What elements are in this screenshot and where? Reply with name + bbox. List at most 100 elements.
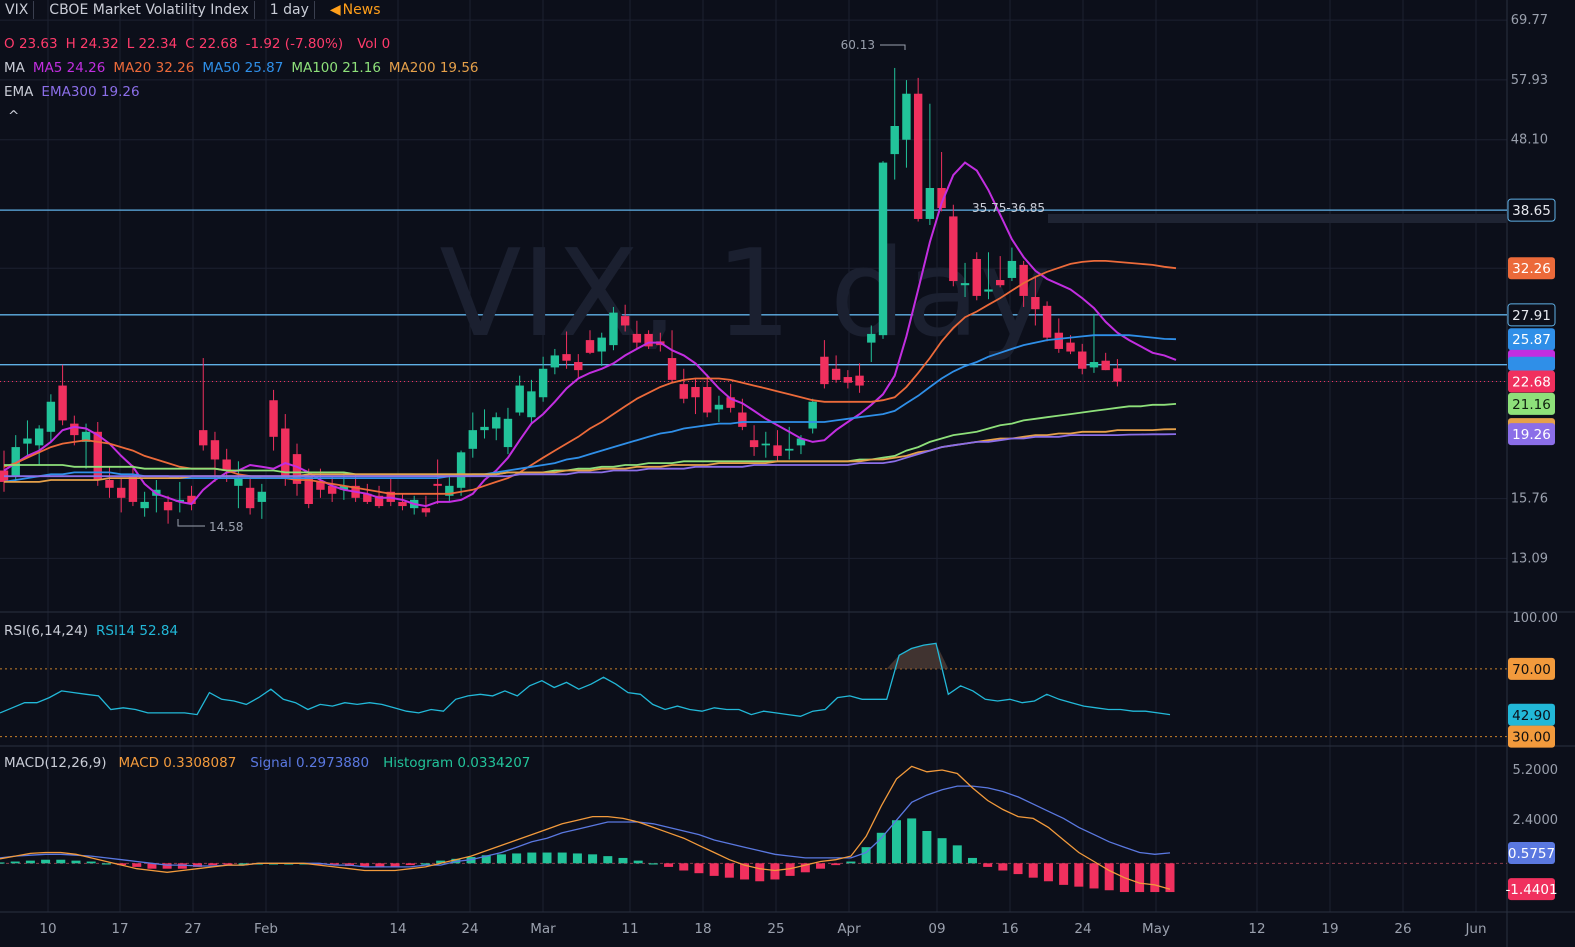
header-bar: VIX CBOE Market Volatility Index 1 day ◀…	[0, 0, 386, 20]
candle-body	[199, 430, 208, 446]
histogram-bar	[25, 860, 35, 864]
histogram-bar	[41, 859, 51, 864]
candle-body	[937, 187, 946, 209]
candle-body	[433, 483, 442, 486]
rsi-pane	[0, 642, 1507, 738]
histogram-bar	[147, 863, 157, 869]
line-ema300	[4, 433, 1177, 478]
annotations: 60.13 14.58 35.75-36.85	[177, 38, 1507, 534]
candle-body	[902, 93, 911, 140]
megaphone-icon: ◀	[329, 2, 341, 18]
histogram-bar	[86, 861, 96, 864]
candle-body	[105, 480, 114, 488]
volume-value: 0	[381, 36, 391, 52]
line-ma100	[4, 403, 1177, 476]
time-tick-label: 27	[184, 921, 201, 937]
candle-body	[210, 440, 220, 460]
candle-body	[245, 487, 255, 509]
candle-body	[187, 495, 196, 504]
candle-body	[81, 431, 91, 442]
ma5-legend: MA5 24.26	[32, 60, 106, 76]
rsi-tag-30: 30.00	[1512, 730, 1551, 746]
candle-body	[117, 487, 126, 498]
close-label: C	[185, 36, 195, 52]
candle-body	[445, 485, 454, 496]
open-value: 23.63	[18, 36, 58, 52]
low-value: 22.34	[138, 36, 178, 52]
candle-body	[609, 312, 618, 346]
histogram-bar	[648, 863, 658, 865]
macd-legend[interactable]: MACD(12,26,9) MACD 0.3308087 Signal 0.29…	[4, 755, 530, 771]
candle-body	[878, 162, 888, 336]
time-tick-label: 26	[1394, 921, 1411, 937]
time-tick-label: 18	[694, 921, 711, 937]
histogram-bar	[846, 861, 856, 864]
candle-body	[1089, 362, 1099, 368]
time-tick-label: Feb	[254, 921, 278, 937]
candle-body	[749, 440, 759, 448]
macd-line	[0, 765, 1171, 890]
time-tick-label: 12	[1248, 921, 1265, 937]
histogram-bar	[694, 863, 704, 874]
time-axis: 10 17 27 Feb 14 24 Mar 11 18 25 Apr 09 16 24 May 12 19 26…	[39, 921, 1486, 937]
candle-body	[93, 431, 102, 481]
interval-label[interactable]: 1 day	[269, 2, 309, 18]
histogram-bar	[56, 859, 66, 864]
histogram-bar	[861, 847, 871, 864]
ema-legend[interactable]: EMA EMA300 19.26	[4, 84, 140, 100]
collapse-legend-toggle[interactable]: ^	[8, 108, 20, 124]
histogram-bar	[572, 853, 582, 864]
rsi-tag-70-bg	[1508, 657, 1555, 680]
symbol-label[interactable]: VIX	[5, 2, 29, 18]
open-label: O	[4, 36, 15, 52]
histogram-bar	[1135, 863, 1145, 893]
candle-body	[925, 187, 935, 219]
histogram-bar	[557, 852, 567, 864]
candle-body	[527, 391, 536, 418]
price-tag-ma50: 25.87	[1512, 332, 1551, 348]
macd-tick-label: 2.4000	[1513, 813, 1559, 828]
histogram-legend: Histogram 0.0334207	[383, 755, 531, 771]
news-label: News	[342, 2, 381, 18]
candle-body	[808, 401, 817, 429]
time-tick-label: 24	[1074, 921, 1091, 937]
ma20-legend: MA20 32.26	[113, 60, 195, 76]
candle-body	[398, 501, 407, 507]
candle-body	[11, 447, 20, 477]
candle-body	[538, 368, 548, 398]
rsi-overbought-fill	[886, 643, 949, 669]
ma-legend[interactable]: MA MA5 24.26 MA20 32.26 MA50 25.87 MA100…	[4, 60, 479, 76]
time-tick-label: 09	[928, 921, 945, 937]
candle-body	[585, 340, 595, 353]
histogram-bar	[785, 863, 795, 876]
histogram-bar	[740, 863, 750, 880]
candle-body	[163, 501, 173, 511]
signal-line	[0, 785, 1171, 868]
candle-body	[456, 452, 466, 488]
price-tag-ma20-bg	[1508, 257, 1555, 280]
candle-body	[1007, 260, 1017, 278]
macd-tag-signal: 0.5757	[1508, 846, 1555, 862]
price-tag-hline: 38.65	[1512, 203, 1551, 219]
time-tick-label: Jun	[1464, 921, 1486, 937]
candle-body	[327, 485, 337, 494]
rsi14-line	[0, 642, 1171, 717]
price-tag-hline: 27.91	[1512, 308, 1551, 324]
candle-body	[738, 412, 747, 427]
histogram-bar	[1043, 863, 1053, 882]
candle-body	[257, 491, 267, 502]
ohlc-legend: O 23.63 H 24.32 L 22.34 C 22.68 -1.92 (-…	[4, 36, 390, 52]
candle-body	[867, 333, 876, 343]
histogram-bar	[922, 831, 932, 864]
histogram-bar	[71, 860, 81, 864]
volume-label: Vol	[357, 36, 378, 52]
rsi-legend[interactable]: RSI(6,14,24) RSI14 52.84	[4, 623, 178, 639]
rsi-tag-value: 42.90	[1512, 708, 1551, 724]
macd-value-legend: MACD 0.3308087	[118, 755, 237, 771]
price-tag-hline-bg	[1507, 198, 1556, 222]
candle-body	[644, 333, 653, 347]
symbol-name[interactable]: CBOE Market Volatility Index	[49, 2, 249, 18]
news-button[interactable]: ◀ News	[325, 2, 386, 18]
